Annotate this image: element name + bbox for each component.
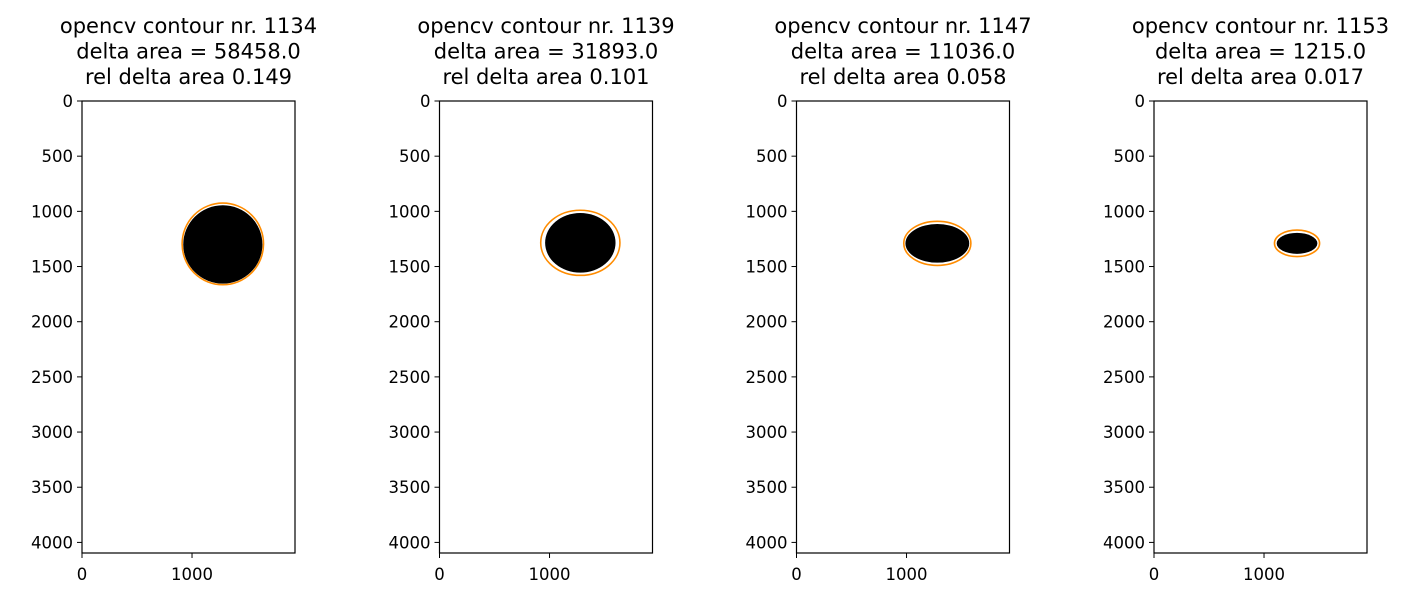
y-tick-label: 500 bbox=[399, 147, 431, 166]
y-tick-label: 4000 bbox=[389, 533, 431, 552]
image-area bbox=[439, 101, 653, 553]
y-tick-label: 2000 bbox=[746, 313, 788, 332]
title-line: delta area = 31893.0 bbox=[434, 40, 658, 64]
axes-frame bbox=[438, 100, 654, 554]
x-tick-label: 0 bbox=[434, 565, 445, 584]
y-tick-label: 0 bbox=[1135, 92, 1146, 111]
y-tick-label: 2500 bbox=[1103, 368, 1145, 387]
title-line: opencv contour nr. 1147 bbox=[774, 14, 1031, 38]
y-tick-label: 0 bbox=[777, 92, 788, 111]
y-tick-label: 3000 bbox=[389, 423, 431, 442]
y-tick-label: 4000 bbox=[1103, 533, 1145, 552]
x-tick-label: 1000 bbox=[529, 565, 571, 584]
title-line: delta area = 58458.0 bbox=[76, 40, 300, 64]
y-tick-label: 1000 bbox=[1103, 202, 1145, 221]
y-tick-label: 2000 bbox=[1103, 313, 1145, 332]
y-tick-label: 0 bbox=[63, 92, 74, 111]
contour-blob bbox=[1276, 232, 1318, 254]
title-line: rel delta area 0.101 bbox=[442, 65, 649, 89]
title-line: rel delta area 0.149 bbox=[85, 65, 292, 89]
y-tick-label: 3500 bbox=[389, 478, 431, 497]
title-line: delta area = 11036.0 bbox=[791, 40, 1015, 64]
contour-blob bbox=[183, 205, 263, 284]
y-tick-label: 2000 bbox=[389, 313, 431, 332]
fitted-ellipse bbox=[902, 220, 972, 267]
y-tick-label: 3000 bbox=[746, 423, 788, 442]
title-line: delta area = 1215.0 bbox=[1155, 40, 1366, 64]
fitted-ellipse bbox=[181, 202, 265, 286]
y-tick-label: 2500 bbox=[746, 368, 788, 387]
title-line: opencv contour nr. 1134 bbox=[60, 14, 317, 38]
y-tick-label: 500 bbox=[1114, 147, 1146, 166]
title-line: opencv contour nr. 1139 bbox=[417, 14, 674, 38]
y-tick-label: 3500 bbox=[1103, 478, 1145, 497]
y-tick-label: 2500 bbox=[389, 368, 431, 387]
y-tick-label: 1500 bbox=[746, 258, 788, 277]
y-tick-label: 4000 bbox=[31, 533, 73, 552]
fitted-ellipse bbox=[1273, 229, 1321, 258]
axes-frame bbox=[795, 100, 1011, 554]
y-tick-label: 3000 bbox=[31, 423, 73, 442]
y-tick-label: 2500 bbox=[31, 368, 73, 387]
x-tick-label: 0 bbox=[1149, 565, 1160, 584]
title-line: opencv contour nr. 1153 bbox=[1132, 14, 1389, 38]
y-tick-label: 1000 bbox=[31, 202, 73, 221]
x-tick-label: 0 bbox=[77, 565, 88, 584]
image-area bbox=[796, 101, 1010, 553]
axes-frame bbox=[1153, 100, 1368, 554]
y-tick-label: 1500 bbox=[389, 258, 431, 277]
y-tick-label: 1500 bbox=[31, 258, 73, 277]
contour-blob bbox=[545, 213, 616, 273]
x-tick-label: 1000 bbox=[886, 565, 928, 584]
contour-blob bbox=[905, 224, 970, 263]
title-line: rel delta area 0.058 bbox=[799, 65, 1006, 89]
y-tick-label: 1000 bbox=[389, 202, 431, 221]
y-tick-label: 3000 bbox=[1103, 423, 1145, 442]
y-tick-label: 500 bbox=[42, 147, 74, 166]
x-tick-label: 1000 bbox=[1243, 565, 1285, 584]
y-tick-label: 0 bbox=[420, 92, 431, 111]
y-tick-label: 1500 bbox=[1103, 258, 1145, 277]
fitted-ellipse bbox=[539, 209, 621, 277]
title-line: rel delta area 0.017 bbox=[1157, 65, 1364, 89]
axes-frame bbox=[81, 100, 296, 554]
y-tick-label: 500 bbox=[756, 147, 788, 166]
x-tick-label: 0 bbox=[791, 565, 802, 584]
y-tick-label: 4000 bbox=[746, 533, 788, 552]
y-tick-label: 2000 bbox=[31, 313, 73, 332]
image-area bbox=[1154, 101, 1367, 553]
y-tick-label: 1000 bbox=[746, 202, 788, 221]
y-tick-label: 3500 bbox=[746, 478, 788, 497]
y-tick-label: 3500 bbox=[31, 478, 73, 497]
image-area bbox=[82, 101, 295, 553]
x-tick-label: 1000 bbox=[171, 565, 213, 584]
